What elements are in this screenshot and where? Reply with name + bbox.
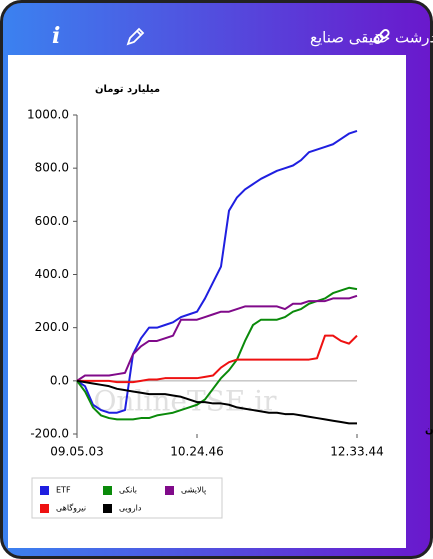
- legend-swatch: [40, 486, 49, 495]
- legend-swatch: [165, 486, 174, 495]
- legend: [31, 477, 223, 519]
- x-tick-label: 09.05.03: [50, 445, 103, 459]
- legend-label: بانکی: [119, 486, 137, 495]
- x-tick-label: 10.24.46: [170, 445, 223, 459]
- legend-label: نیروگاهی: [56, 503, 86, 513]
- y-tick-label: 400.0: [35, 267, 69, 281]
- y-tick-label: 600.0: [35, 214, 69, 228]
- y-tick-label: 200.0: [35, 320, 69, 334]
- y-tick-label: -200.0: [30, 427, 69, 441]
- y-tick-label: 800.0: [35, 161, 69, 175]
- link-icon[interactable]: [373, 28, 390, 45]
- y-tick-label: 0.0: [50, 373, 69, 387]
- y-axis-title: میلیارد تومان: [95, 84, 160, 95]
- legend-label: ETF: [56, 486, 71, 495]
- series-line: [76, 286, 358, 421]
- x-tick-label: 12.33.44: [330, 445, 383, 459]
- header-title: پول درشت حقیقی صنایع: [310, 29, 433, 48]
- series-line: [76, 379, 357, 425]
- legend-swatch: [103, 504, 112, 513]
- legend-swatch: [103, 486, 112, 495]
- series-line: [76, 130, 358, 414]
- chart-panel: [8, 55, 406, 548]
- y-tick-label: 1000.0: [27, 108, 69, 122]
- series-line: [77, 334, 358, 384]
- legend-label: دارویی: [119, 504, 142, 513]
- info-icon[interactable]: i: [52, 23, 60, 49]
- edit-icon[interactable]: [126, 27, 145, 46]
- series-line: [76, 294, 358, 382]
- legend-label: پالایشی: [181, 486, 206, 495]
- x-axis-title: زمان: [425, 425, 433, 436]
- legend-swatch: [40, 504, 49, 513]
